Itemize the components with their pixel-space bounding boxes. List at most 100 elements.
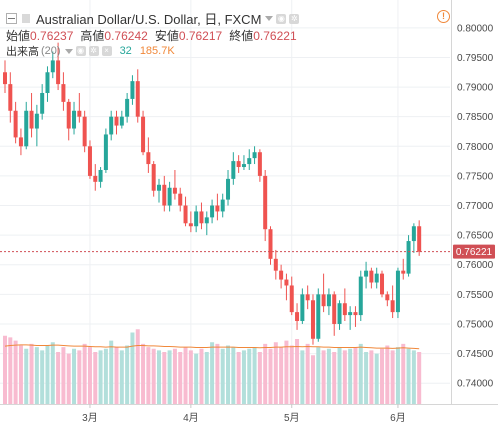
volume-bar bbox=[326, 348, 331, 404]
volume-bar bbox=[3, 335, 7, 404]
candle-body bbox=[252, 152, 257, 159]
volume-bar bbox=[226, 345, 231, 404]
volume-bar bbox=[56, 352, 61, 404]
candle-body bbox=[268, 229, 273, 259]
volume-close-icon[interactable]: × bbox=[101, 46, 112, 56]
candle-body bbox=[417, 226, 422, 252]
volume-bar bbox=[66, 353, 71, 404]
volume-bar bbox=[194, 353, 199, 404]
volume-ma-line bbox=[4, 344, 420, 350]
candle-body bbox=[114, 116, 119, 126]
chevron-down-icon[interactable] bbox=[265, 16, 274, 21]
volume-bar bbox=[125, 345, 130, 404]
volume-period: (20) bbox=[41, 45, 61, 57]
low-label: 安値 bbox=[154, 29, 179, 43]
volume-bar bbox=[273, 342, 278, 404]
candle-body bbox=[109, 116, 114, 135]
candle-body bbox=[395, 270, 400, 313]
volume-bar bbox=[151, 348, 156, 404]
volume-bar bbox=[247, 348, 252, 404]
candle-body bbox=[316, 294, 321, 339]
candle-body bbox=[24, 110, 29, 147]
volume-bar bbox=[411, 350, 416, 404]
volume-bar bbox=[220, 348, 225, 404]
gear-icon[interactable]: ✲ bbox=[289, 13, 300, 24]
volume-label: 出来高 bbox=[6, 46, 39, 58]
y-tick-label: 0.76000 bbox=[457, 260, 494, 271]
candle-body bbox=[353, 312, 358, 316]
volume-bar bbox=[146, 347, 151, 404]
volume-value: 32 bbox=[119, 45, 132, 57]
candle-body bbox=[66, 101, 71, 129]
volume-bar bbox=[72, 348, 77, 404]
volume-bar bbox=[61, 347, 66, 404]
candle-body bbox=[103, 134, 108, 170]
time-axis[interactable]: 3月 4月 5月 6月 bbox=[82, 404, 406, 424]
volume-bar bbox=[279, 347, 284, 404]
volume-bar bbox=[332, 352, 337, 404]
candle-body bbox=[279, 270, 284, 280]
volume-bar bbox=[87, 347, 92, 404]
candle-body bbox=[34, 113, 39, 129]
volume-bar bbox=[156, 350, 161, 404]
y-tick-label: 0.74000 bbox=[457, 379, 494, 390]
volume-chevron-icon[interactable] bbox=[64, 48, 73, 54]
volume-bar bbox=[45, 345, 50, 404]
volume-bar bbox=[8, 337, 13, 404]
volume-bar bbox=[109, 340, 114, 404]
volume-bar bbox=[13, 340, 18, 404]
y-tick-label: 0.74500 bbox=[457, 349, 494, 360]
volume-eye-icon[interactable]: ◉ bbox=[75, 46, 86, 56]
volume-bar bbox=[406, 348, 411, 404]
candle-body bbox=[332, 294, 337, 324]
ohlc-row: 始値 0.76237 高値 0.76242 安値 0.76217 終値 0.76221 bbox=[6, 27, 304, 44]
close-value: 0.76221 bbox=[253, 28, 297, 43]
candle-body bbox=[406, 241, 411, 274]
y-tick-label: 0.80000 bbox=[457, 23, 494, 34]
symbol-title: Australian Dollar/U.S. Dollar, 日, FXCM bbox=[36, 12, 262, 27]
price-axis[interactable]: 0.80000 0.79500 0.79000 0.78500 0.78000 0.775… bbox=[457, 23, 494, 389]
candle-body bbox=[385, 294, 390, 301]
volume-bar bbox=[252, 347, 257, 404]
candle-body bbox=[194, 211, 199, 227]
candle-body bbox=[337, 303, 342, 324]
candle-body bbox=[178, 193, 183, 206]
candle-body bbox=[167, 187, 172, 206]
candle-body bbox=[199, 211, 204, 224]
volume-bar bbox=[305, 343, 310, 404]
eye-icon[interactable]: ◉ bbox=[276, 13, 287, 24]
collapse-icon[interactable] bbox=[6, 13, 17, 24]
close-label: 終値 bbox=[229, 29, 254, 43]
y-tick-label: 0.77500 bbox=[457, 171, 494, 182]
volume-row: 出来高 (20) ◉ ✲ × 32 185.7K bbox=[6, 43, 175, 59]
candle-body bbox=[188, 223, 193, 227]
volume-bar bbox=[300, 350, 305, 404]
candle-body bbox=[300, 294, 305, 322]
volume-bar bbox=[321, 350, 326, 404]
volume-bar bbox=[188, 350, 193, 404]
open-value: 0.76237 bbox=[30, 28, 74, 43]
candle-body bbox=[151, 164, 156, 191]
volume-bar bbox=[24, 348, 29, 404]
candle-body bbox=[295, 312, 300, 322]
candle-body bbox=[411, 226, 416, 242]
volume-bar bbox=[167, 350, 172, 404]
candle-body bbox=[61, 84, 66, 102]
candle-body bbox=[247, 158, 252, 165]
x-tick-label: 5月 bbox=[284, 412, 300, 424]
candle-body bbox=[358, 276, 363, 316]
candles bbox=[3, 42, 422, 345]
volume-bar bbox=[18, 345, 23, 404]
volume-bar bbox=[257, 352, 262, 404]
alert-icon[interactable]: ! bbox=[437, 10, 450, 23]
volume-gear-icon[interactable]: ✲ bbox=[88, 46, 99, 56]
candle-body bbox=[348, 312, 353, 316]
candle-body bbox=[40, 92, 45, 114]
volume-bar bbox=[284, 340, 289, 404]
candle-body bbox=[77, 110, 82, 117]
volume-bar bbox=[337, 347, 342, 404]
candle-body bbox=[183, 205, 188, 224]
candle-body bbox=[364, 270, 369, 277]
